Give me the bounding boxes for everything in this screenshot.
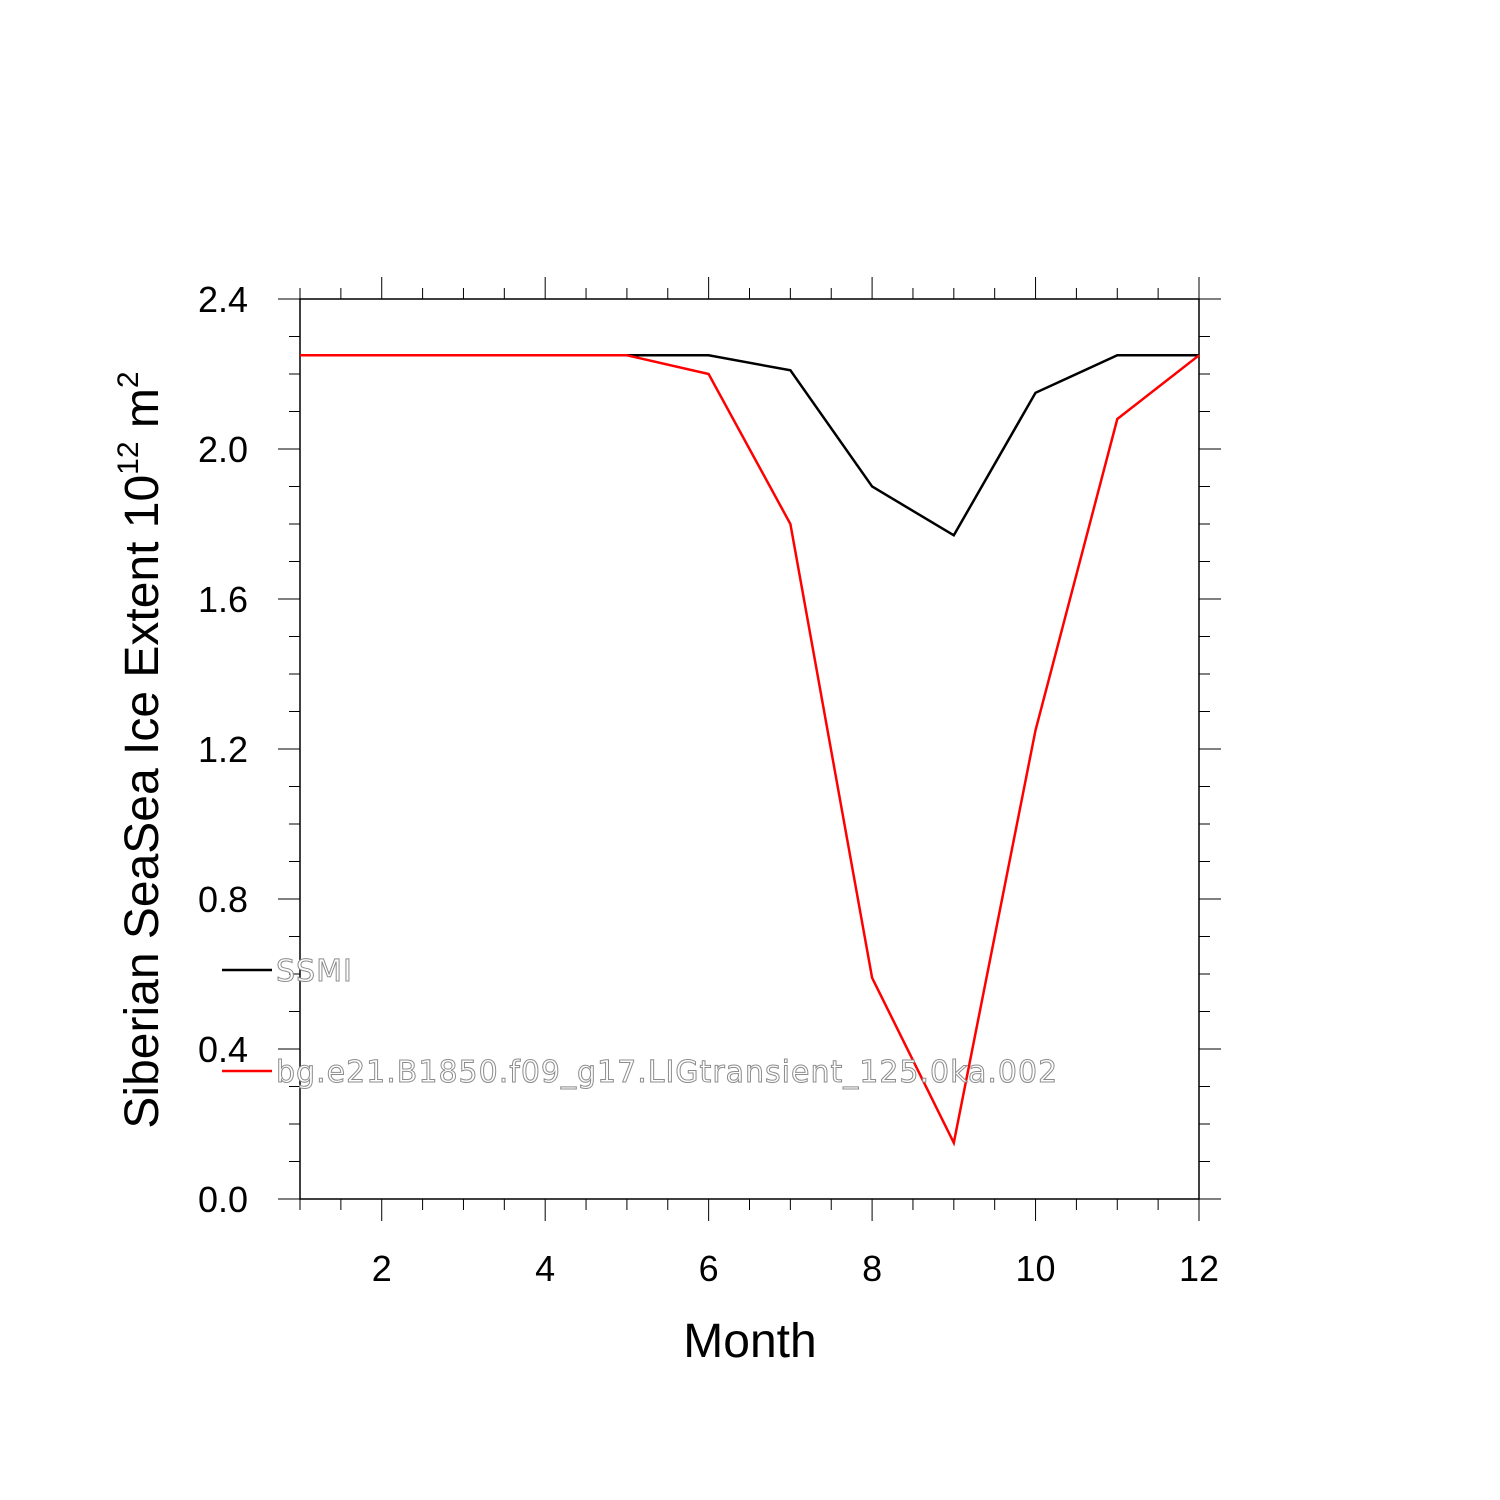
y-tick-label: 0.0 bbox=[198, 1179, 248, 1220]
y-tick-label: 1.6 bbox=[198, 579, 248, 620]
y-axis-title-main: Siberian SeaSea Ice Extent 10 bbox=[116, 475, 169, 1129]
y-tick-label: 0.8 bbox=[198, 879, 248, 920]
y-tick-label: 1.2 bbox=[198, 729, 248, 770]
y-tick-label: 2.4 bbox=[198, 279, 248, 320]
x-axis-title: Month bbox=[683, 1315, 816, 1368]
y-axis-title-exponent: 12 bbox=[112, 441, 145, 474]
axis-ticks bbox=[278, 277, 1221, 1221]
y-axis-title: Siberian SeaSea Ice Extent 1012 m2 bbox=[112, 371, 169, 1128]
series-line-2 bbox=[300, 354, 1200, 1147]
x-tick-label: 8 bbox=[862, 1248, 882, 1289]
series-layer bbox=[299, 354, 1200, 1147]
y-tick-label: 2.0 bbox=[198, 429, 248, 470]
legend: SSMI bg.e21.B1850.f09_g17.LIGtransient_12… bbox=[222, 954, 1058, 1091]
x-tick-label: 10 bbox=[1016, 1248, 1056, 1289]
x-tick-labels: 2 4 6 8 10 12 bbox=[372, 1248, 1219, 1289]
x-tick-label: 6 bbox=[699, 1248, 719, 1289]
y-tick-labels: 0.0 0.4 0.8 1.2 1.6 2.0 2.4 bbox=[198, 279, 248, 1220]
y-axis-title-unit: m bbox=[116, 388, 169, 441]
y-tick-label: 0.4 bbox=[198, 1029, 248, 1070]
x-tick-label: 12 bbox=[1179, 1248, 1219, 1289]
legend-label: bg.e21.B1850.f09_g17.LIGtransient_125.0k… bbox=[276, 1055, 1058, 1090]
x-tick-label: 4 bbox=[535, 1248, 555, 1289]
x-tick-label: 2 bbox=[372, 1248, 392, 1289]
series-line-1 bbox=[300, 354, 1199, 538]
y-axis-title-unit-exponent: 2 bbox=[112, 371, 145, 388]
legend-label: SSMI bbox=[276, 954, 353, 989]
